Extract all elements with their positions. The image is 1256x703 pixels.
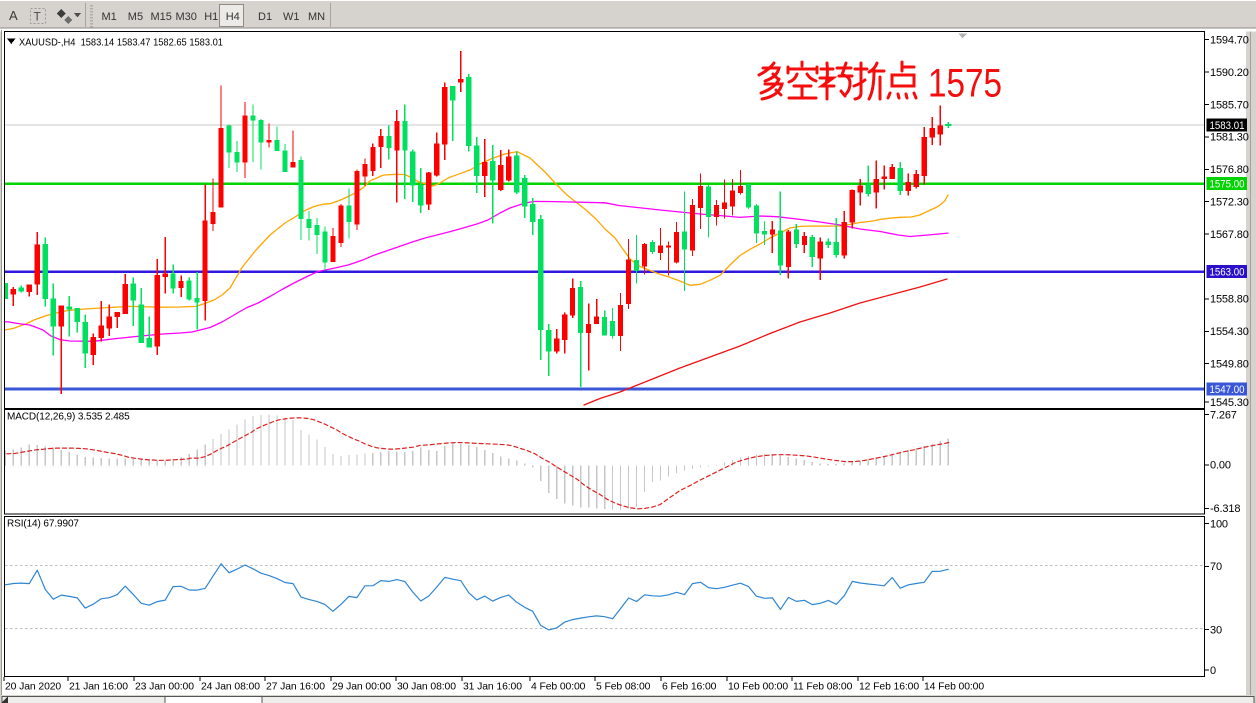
- svg-text:1581.30: 1581.30: [1210, 132, 1249, 144]
- svg-text:1585.70: 1585.70: [1210, 99, 1249, 111]
- svg-text:4 Feb 00:00: 4 Feb 00:00: [531, 682, 586, 693]
- svg-text:5 Feb 08:00: 5 Feb 08:00: [596, 682, 651, 693]
- svg-text:29 Jan 00:00: 29 Jan 00:00: [332, 682, 391, 693]
- svg-text:10 Feb 00:00: 10 Feb 00:00: [728, 682, 788, 693]
- svg-text:6 Feb 16:00: 6 Feb 16:00: [662, 682, 717, 693]
- svg-text:1572.30: 1572.30: [1210, 197, 1249, 209]
- svg-text:1567.80: 1567.80: [1210, 229, 1249, 241]
- svg-text:1545.30: 1545.30: [1210, 397, 1249, 409]
- svg-text:0.00: 0.00: [1210, 460, 1231, 472]
- svg-text:21 Jan 16:00: 21 Jan 16:00: [69, 682, 128, 693]
- svg-text:1590.20: 1590.20: [1210, 67, 1249, 79]
- svg-text:A: A: [9, 8, 18, 23]
- svg-text:30: 30: [1210, 624, 1222, 636]
- svg-text:RSI(14) 67.9907: RSI(14) 67.9907: [7, 519, 79, 530]
- svg-text:100: 100: [1210, 518, 1228, 530]
- svg-text:1594.70: 1594.70: [1210, 34, 1249, 46]
- svg-text:20 Jan 2020: 20 Jan 2020: [5, 682, 61, 693]
- svg-text:30 Jan 08:00: 30 Jan 08:00: [397, 682, 456, 693]
- svg-text:1558.80: 1558.80: [1210, 294, 1249, 306]
- svg-text:1575: 1575: [928, 62, 1002, 106]
- svg-text:T: T: [34, 10, 42, 24]
- svg-text:0: 0: [1210, 665, 1216, 677]
- svg-text:1583.01: 1583.01: [1210, 120, 1245, 132]
- svg-text:D1: D1: [258, 11, 272, 23]
- svg-text:-6.318: -6.318: [1210, 503, 1240, 515]
- svg-text:1549.80: 1549.80: [1210, 359, 1249, 371]
- svg-text:1576.80: 1576.80: [1210, 164, 1249, 176]
- svg-text:11 Feb 08:00: 11 Feb 08:00: [793, 682, 853, 693]
- svg-text:14 Feb 00:00: 14 Feb 00:00: [924, 682, 984, 693]
- svg-text:H1: H1: [204, 11, 218, 23]
- svg-text:12 Feb 16:00: 12 Feb 16:00: [859, 682, 919, 693]
- svg-text:1547.00: 1547.00: [1210, 384, 1245, 396]
- svg-text:27 Jan 16:00: 27 Jan 16:00: [266, 682, 325, 693]
- svg-text:M30: M30: [176, 11, 197, 23]
- svg-text:MN: MN: [308, 11, 325, 23]
- svg-text:1575.00: 1575.00: [1210, 178, 1245, 190]
- svg-text:31 Jan 16:00: 31 Jan 16:00: [463, 682, 522, 693]
- svg-text:M5: M5: [128, 11, 143, 23]
- svg-text:23 Jan 00:00: 23 Jan 00:00: [135, 682, 194, 693]
- svg-text:H4: H4: [226, 11, 240, 23]
- svg-text:1563.00: 1563.00: [1210, 267, 1245, 279]
- svg-text:7.267: 7.267: [1210, 409, 1237, 421]
- svg-text:W1: W1: [283, 11, 300, 23]
- svg-text:M15: M15: [151, 11, 172, 23]
- svg-text:MACD(12,26,9) 3.535 2.485: MACD(12,26,9) 3.535 2.485: [7, 412, 130, 423]
- svg-text:70: 70: [1210, 561, 1222, 573]
- svg-text:1554.30: 1554.30: [1210, 326, 1249, 338]
- svg-text:M1: M1: [102, 11, 117, 23]
- svg-text:XAUUSD-,H4 1583.14 1583.47 15: XAUUSD-,H4 1583.14 1583.47 1582.65 1583.…: [19, 37, 223, 49]
- svg-text:24 Jan 08:00: 24 Jan 08:00: [201, 682, 260, 693]
